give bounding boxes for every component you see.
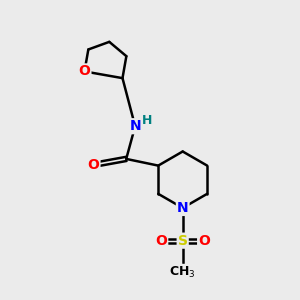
Text: O: O (155, 234, 167, 248)
Text: O: O (79, 64, 90, 78)
Text: S: S (178, 234, 188, 248)
Text: H: H (142, 114, 152, 127)
Text: N: N (177, 201, 188, 215)
Text: O: O (88, 158, 100, 172)
Text: N: N (129, 119, 141, 133)
Text: O: O (198, 234, 210, 248)
Text: CH$_3$: CH$_3$ (169, 264, 196, 280)
